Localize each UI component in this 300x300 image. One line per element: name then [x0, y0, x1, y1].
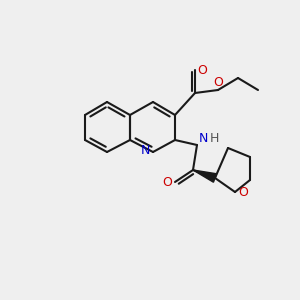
- Text: O: O: [162, 176, 172, 188]
- Text: O: O: [238, 185, 248, 199]
- Text: O: O: [213, 76, 223, 88]
- Text: H: H: [209, 133, 219, 146]
- Text: N: N: [198, 133, 208, 146]
- Polygon shape: [193, 170, 217, 182]
- Text: N: N: [140, 145, 150, 158]
- Text: O: O: [197, 64, 207, 76]
